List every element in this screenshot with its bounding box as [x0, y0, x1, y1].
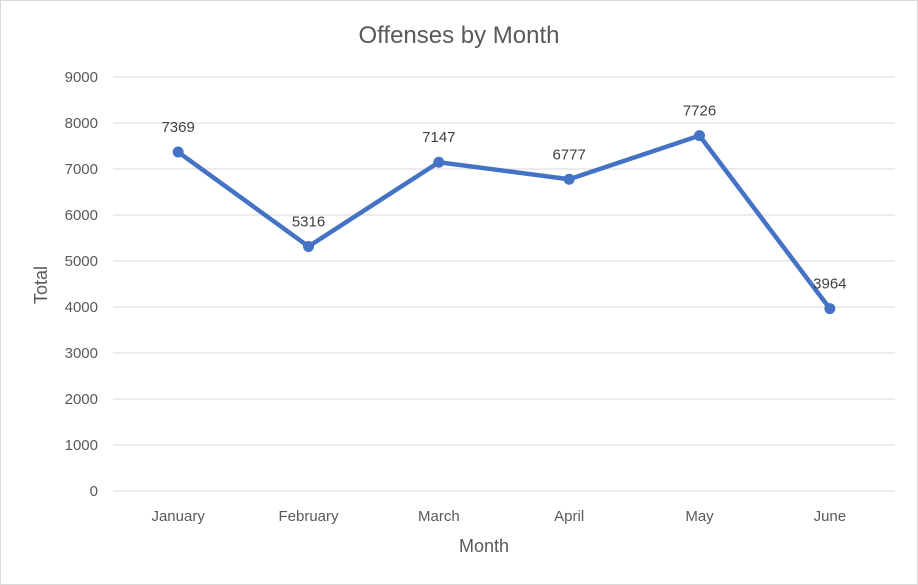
y-tick-label: 5000 — [65, 253, 98, 270]
x-tick-label: March — [418, 508, 460, 525]
data-labels: 7369 5316 7147 6777 7726 3964 — [161, 103, 846, 293]
data-label: 5316 — [292, 213, 325, 230]
data-markers — [172, 130, 836, 315]
data-point — [172, 146, 184, 158]
x-tick-label: February — [278, 508, 339, 525]
y-tick-label: 6000 — [65, 207, 98, 224]
y-tick-label: 0 — [90, 483, 98, 500]
gridlines — [113, 76, 895, 492]
y-tick-label: 7000 — [65, 161, 98, 178]
x-axis-title: Month — [459, 536, 509, 556]
data-label: 7726 — [683, 103, 716, 120]
data-label: 3964 — [813, 276, 846, 293]
y-tick-label: 1000 — [65, 437, 98, 454]
y-tick-label: 3000 — [65, 345, 98, 362]
y-tick-label: 4000 — [65, 299, 98, 316]
y-tick-label: 2000 — [65, 391, 98, 408]
data-point — [303, 240, 314, 252]
data-point — [563, 173, 575, 185]
x-tick-label: May — [685, 508, 714, 525]
x-axis-tick-labels: January February March April May June — [151, 508, 846, 525]
data-label: 6777 — [552, 146, 585, 163]
data-label: 7147 — [422, 129, 455, 146]
data-label: 7369 — [161, 119, 194, 136]
x-tick-label: April — [554, 508, 584, 525]
y-tick-label: 8000 — [65, 115, 98, 132]
x-tick-label: June — [814, 508, 847, 525]
data-point — [433, 156, 445, 168]
chart-title: Offenses by Month — [359, 22, 560, 49]
y-axis-title: Total — [31, 266, 51, 304]
data-point — [694, 130, 705, 142]
y-tick-label: 9000 — [65, 69, 98, 86]
series-line — [175, 133, 833, 311]
data-point — [824, 303, 836, 315]
x-tick-label: January — [151, 508, 205, 525]
y-axis-tick-labels: 0 1000 2000 3000 4000 5000 6000 7000 8000 9000 — [65, 69, 98, 500]
